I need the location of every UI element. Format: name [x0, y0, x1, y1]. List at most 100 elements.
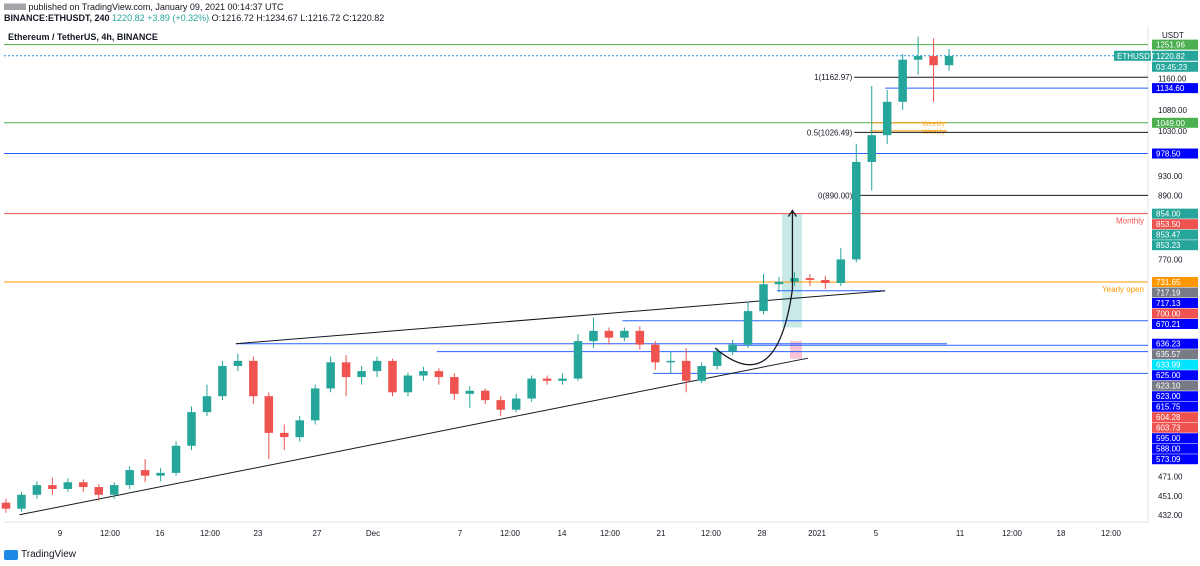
- price-label-text: 1220.82: [1156, 52, 1185, 61]
- price-label-text: 717.13: [1156, 299, 1181, 308]
- candle-body: [125, 470, 134, 486]
- price-label-text: 635.57: [1156, 350, 1181, 359]
- symbol-name[interactable]: BINANCE:ETHUSDT, 240: [4, 13, 110, 23]
- candle-body: [341, 362, 351, 378]
- price-label: 595.00: [1152, 433, 1198, 444]
- price-label-bg: [1152, 297, 1198, 308]
- price-label: 635.57: [1152, 349, 1198, 360]
- last-price: 1220.82: [112, 13, 145, 23]
- candle-body: [94, 487, 104, 495]
- chart-canvas[interactable]: USDT1160.001080.001030.00930.00890.00770…: [0, 26, 1200, 544]
- y-tick-label: 770.00: [1158, 255, 1183, 264]
- price-label-bg: [1152, 338, 1198, 349]
- price-label: 03:45:23: [1152, 61, 1198, 72]
- price-label-text: 853.23: [1156, 241, 1181, 250]
- price-label: 1251.96: [1152, 39, 1198, 50]
- y-tick-label: 432.00: [1158, 511, 1183, 520]
- fib-level-label: 1(1162.97): [814, 73, 852, 82]
- price-label-bg: [1152, 349, 1198, 360]
- candle-body: [511, 398, 521, 410]
- price-label: 717.13: [1152, 297, 1198, 308]
- candle-body: [1, 502, 11, 509]
- candle-body: [944, 56, 954, 66]
- price-label-bg: [1152, 318, 1198, 329]
- y-tick-label: 930.00: [1158, 172, 1183, 181]
- candle-body: [558, 378, 567, 381]
- candle-body: [264, 396, 274, 433]
- price-label: 670.21: [1152, 318, 1198, 329]
- x-tick-label: Dec: [366, 529, 380, 538]
- price-label: 1049.00: [1152, 117, 1198, 128]
- price-label-text: 1251.96: [1156, 41, 1185, 50]
- price-label: 625.00: [1152, 370, 1198, 381]
- price-label: 853.50: [1152, 219, 1198, 230]
- candle-body: [357, 371, 366, 378]
- price-label: 603.73: [1152, 422, 1198, 433]
- price-label: 717.19: [1152, 287, 1198, 298]
- price-label-text: 623.00: [1156, 392, 1181, 401]
- candle-body: [372, 360, 382, 372]
- price-label-bg: [1152, 454, 1198, 465]
- chart-area[interactable]: USDT 1160.00 1080.00 1030.00 930.00 890.00 770…: [0, 26, 1200, 544]
- price-label-bg: [1152, 50, 1198, 61]
- y-tick-label: 1080.00: [1158, 106, 1187, 115]
- candle-body: [929, 56, 938, 66]
- fib-level-label: 0.5(1026.49): [807, 128, 853, 137]
- candle-body: [805, 278, 815, 280]
- price-label: 731.65: [1152, 276, 1198, 287]
- x-tick-label: 27: [313, 529, 322, 538]
- price-label-bg: [1152, 380, 1198, 391]
- candle-body: [218, 365, 227, 397]
- price-label: 615.75: [1152, 401, 1198, 412]
- candle-body: [898, 59, 907, 102]
- candle-body: [450, 377, 459, 394]
- price-label-text: 03:45:23: [1156, 63, 1188, 72]
- candle-body: [774, 281, 784, 285]
- x-tick-label: 12:00: [100, 529, 121, 538]
- price-label-text: 625.00: [1156, 371, 1181, 380]
- x-tick-label: 12:00: [701, 529, 722, 538]
- price-label: 623.00: [1152, 391, 1198, 402]
- candle-body: [759, 284, 768, 312]
- price-label-text: 623.10: [1156, 382, 1181, 391]
- price-label-text: 731.65: [1156, 278, 1181, 287]
- price-label-text: 604.28: [1156, 413, 1181, 422]
- price-label-text: 700.00: [1156, 309, 1181, 318]
- x-tick-label: 7: [458, 529, 463, 538]
- y-tick-label: 451.00: [1158, 492, 1183, 501]
- x-tick-label: 12:00: [600, 529, 621, 538]
- chart-header: lllllllllll published on TradingView.com…: [0, 0, 1200, 26]
- price-label: 636.23: [1152, 338, 1198, 349]
- ohlc-values: O:1216.72 H:1234.67 L:1216.72 C:1220.82: [211, 13, 385, 23]
- x-tick-label: 12:00: [1101, 529, 1122, 538]
- tradingview-logo-icon: [4, 549, 18, 560]
- x-tick-label: 14: [558, 529, 567, 538]
- candle-body: [17, 494, 26, 509]
- price-label-bg: [1152, 422, 1198, 433]
- price-label-text: 633.99: [1156, 361, 1181, 370]
- price-label-bg: [1152, 219, 1198, 230]
- candle-body: [109, 485, 119, 495]
- candle-body: [697, 365, 706, 381]
- trendline: [235, 290, 886, 345]
- price-label-bg: [1152, 39, 1198, 50]
- price-label: 700.00: [1152, 308, 1198, 319]
- price-label-bg: [1152, 359, 1198, 370]
- candle-body: [743, 311, 753, 345]
- candle-body: [140, 470, 150, 476]
- candle-body: [882, 101, 892, 136]
- candle-body: [434, 371, 444, 378]
- candle-body: [295, 420, 304, 438]
- x-tick-label: 9: [58, 529, 63, 538]
- price-label-bg: [1152, 412, 1198, 423]
- candle-body: [589, 330, 598, 342]
- tradingview-logo[interactable]: TradingView: [4, 549, 76, 560]
- candle-body: [620, 330, 629, 338]
- y-tick-label: 890.00: [1158, 191, 1183, 200]
- x-tick-label: 18: [1057, 529, 1066, 538]
- price-label-bg: [1152, 229, 1198, 240]
- price-label-bg: [1152, 83, 1198, 94]
- candle-body: [187, 412, 196, 446]
- price-label-text: 853.50: [1156, 220, 1181, 229]
